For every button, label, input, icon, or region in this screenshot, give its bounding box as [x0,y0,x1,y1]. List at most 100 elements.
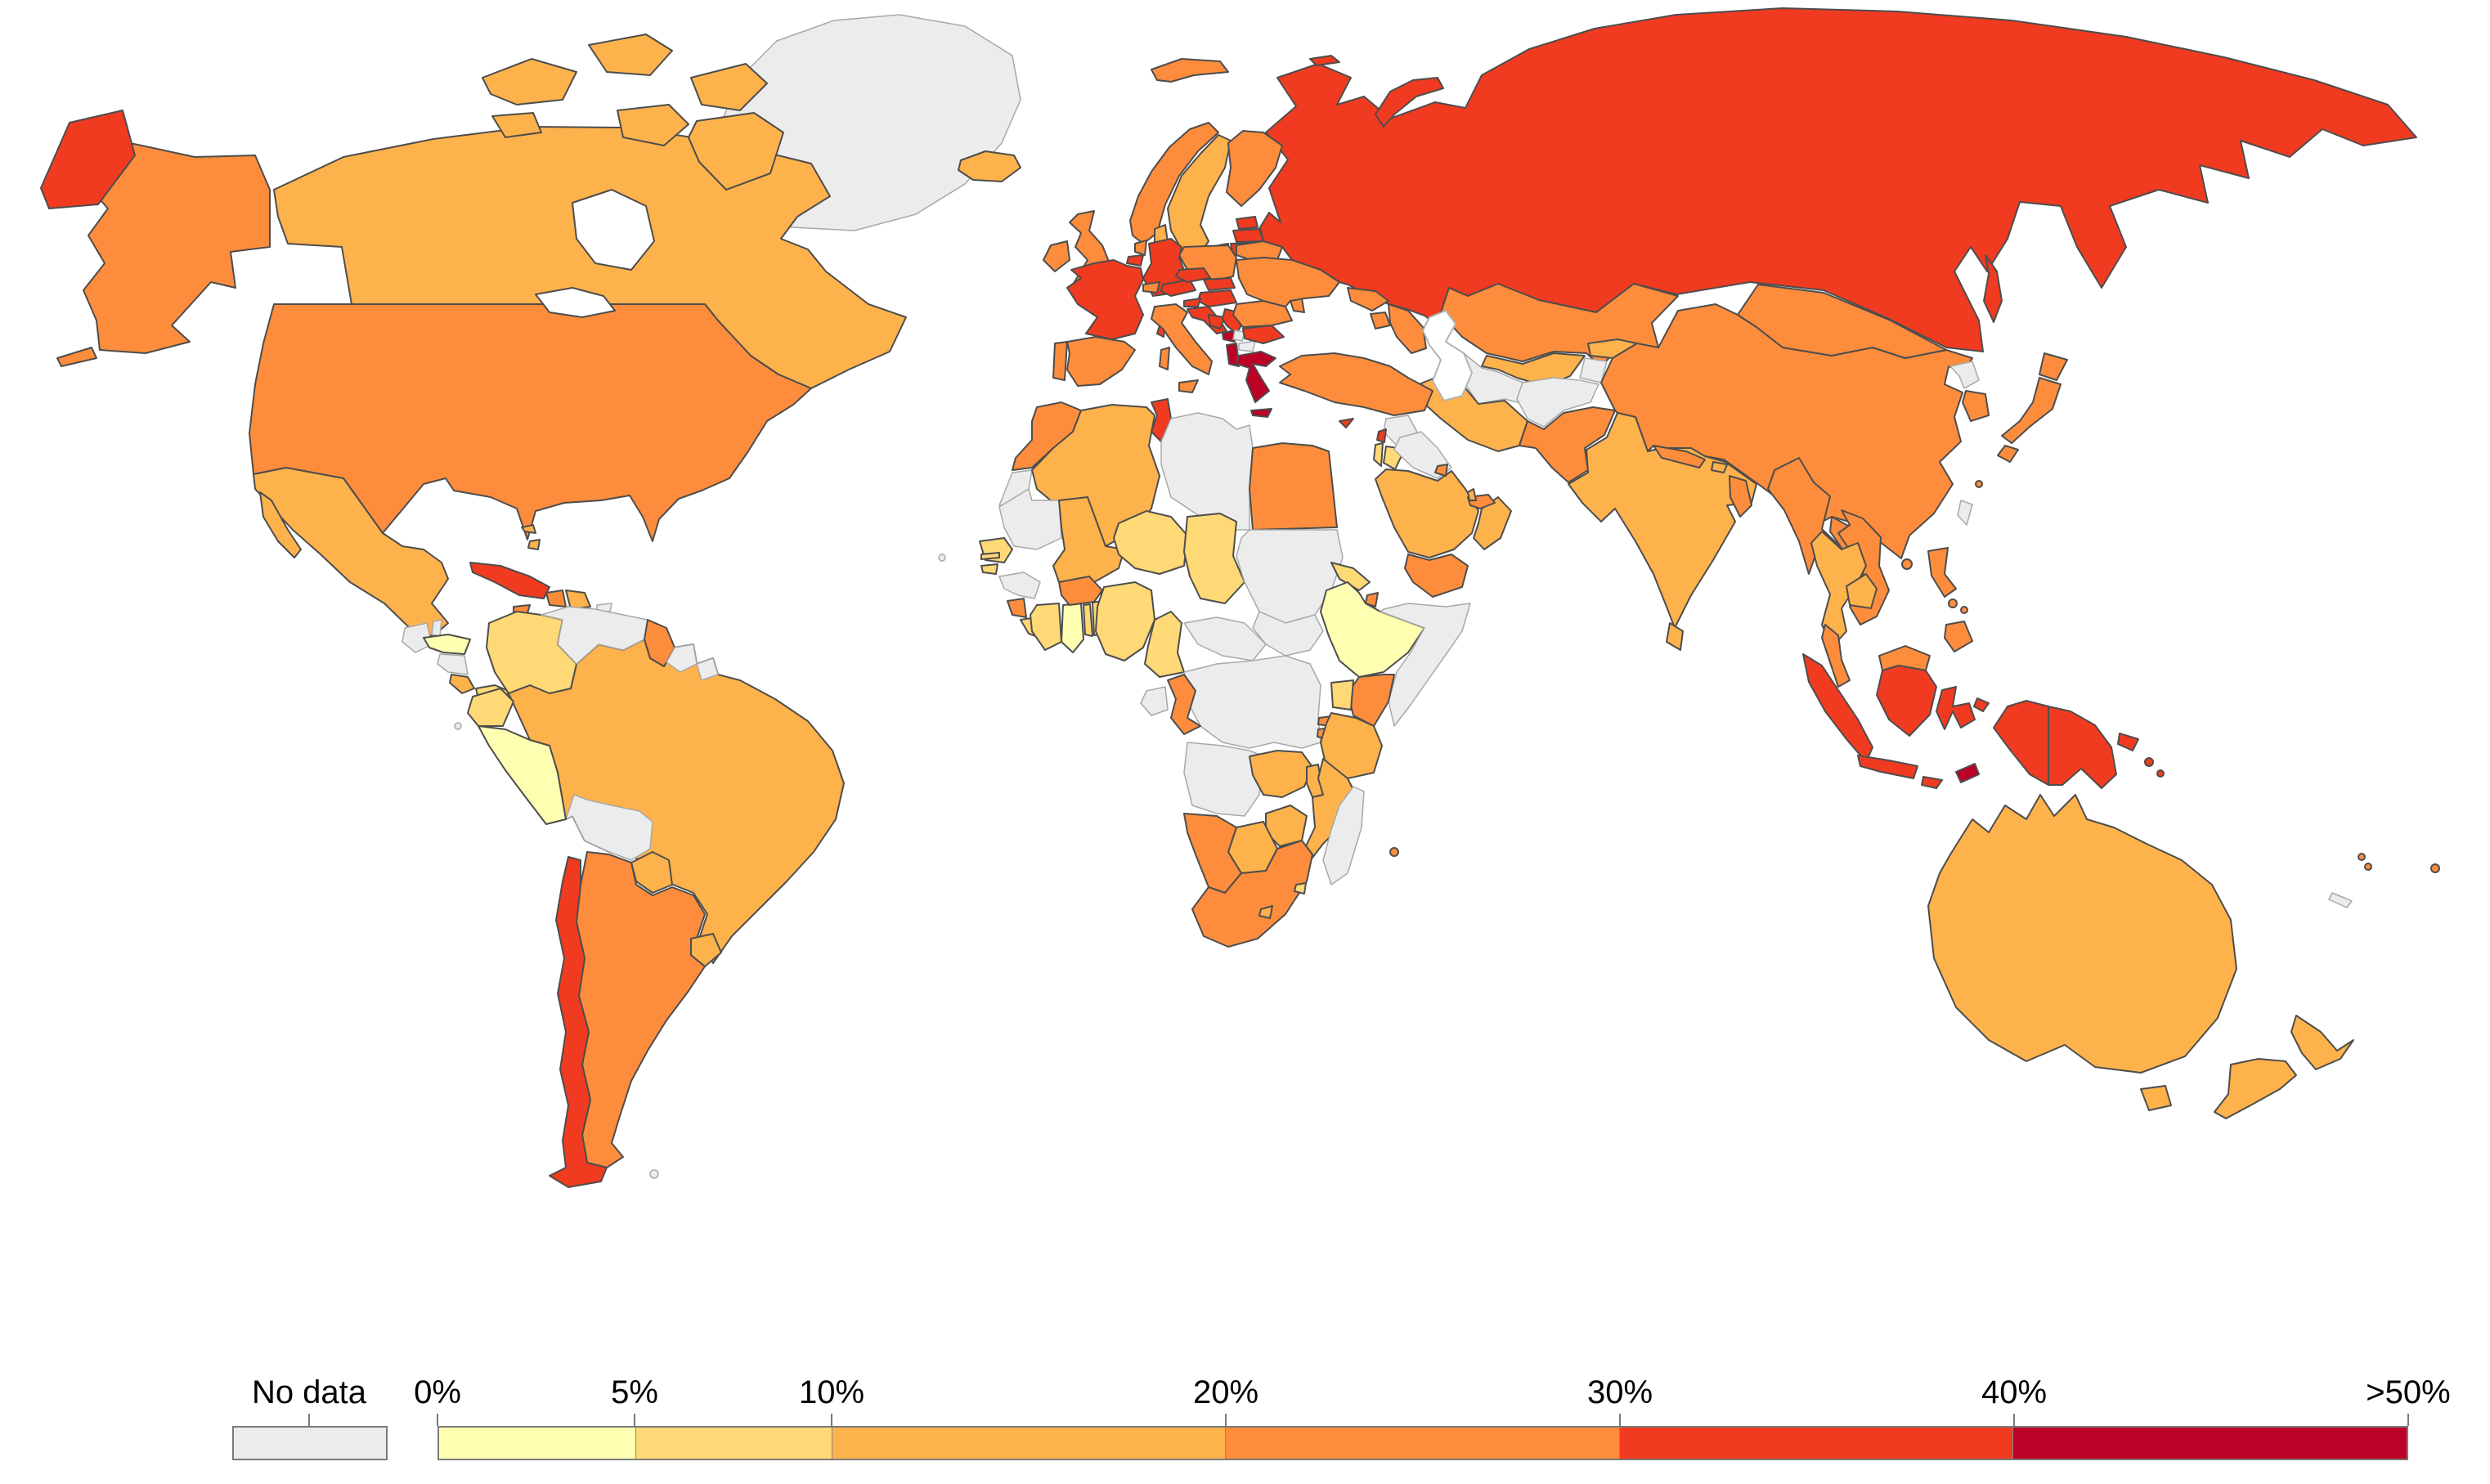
country-greece[interactable] [1236,351,1276,403]
country-pakistan[interactable] [1519,406,1616,483]
country-indonesia-sulawesi[interactable] [1936,686,1976,730]
country-switzerland[interactable] [1142,281,1160,294]
country-french-guiana[interactable] [696,657,719,681]
country-japan-hokkaido[interactable] [2039,352,2068,381]
country-mauritania[interactable] [998,488,1062,550]
country-philippines-luzon[interactable] [1927,547,1957,598]
country-italy-sardinia[interactable] [1159,347,1170,370]
country-mexico[interactable] [253,467,449,637]
country-burkina-faso[interactable] [1058,576,1103,606]
country-venezuela[interactable] [541,606,648,665]
country-new-zealand-north[interactable] [2290,1015,2354,1070]
country-philippines-visayas[interactable] [1948,599,1958,608]
country-australia-tasmania[interactable] [2140,1085,2172,1111]
country-belgium[interactable] [1126,254,1144,267]
country-mexico-baja[interactable] [259,491,302,558]
country-peru[interactable] [478,725,567,825]
country-kuwait[interactable] [1434,464,1448,477]
country-bahamas[interactable] [521,524,536,534]
country-guinea-bissau[interactable] [980,563,998,575]
country-indonesia-kalimantan[interactable] [1876,665,1937,737]
country-canada-island[interactable] [482,58,577,105]
country-belize[interactable] [431,619,442,637]
country-hungary[interactable] [1197,289,1237,307]
country-uruguay[interactable] [690,933,722,967]
country-russia-novaya-zemlya[interactable] [1375,77,1444,128]
country-north-korea[interactable] [1949,361,1980,389]
country-oman[interactable] [1473,496,1512,550]
country-nigeria[interactable] [1095,581,1155,661]
country-tanzania[interactable] [1320,712,1383,779]
country-taiwan[interactable] [1957,500,1973,526]
legend-bin-5%-10%[interactable] [635,1428,833,1459]
country-kosovo[interactable] [1232,330,1245,342]
country-cape-verde[interactable] [938,554,946,562]
legend-bin-20%-30%[interactable] [1226,1428,1620,1459]
country-morocco[interactable] [1012,401,1082,471]
country-south-korea[interactable] [1962,390,1990,422]
country-gabon[interactable] [1140,686,1169,716]
country-guyana[interactable] [644,619,675,667]
country-central-african-republic[interactable] [1183,616,1267,661]
country-russia-chukotka[interactable] [40,110,136,209]
country-papua-new-guinea[interactable] [2048,706,2117,789]
country-chad[interactable] [1183,513,1245,604]
country-madagascar[interactable] [1322,786,1365,885]
country-norway-svalbard[interactable] [1151,58,1229,83]
country-guinea[interactable] [998,572,1041,599]
legend-bin-10%-20%[interactable] [832,1428,1227,1459]
country-indonesia-sumatra[interactable] [1802,653,1873,763]
country-congo[interactable] [1167,674,1201,735]
country-portugal[interactable] [1052,341,1068,381]
country-zambia[interactable] [1249,750,1313,798]
country-new-caledonia[interactable] [2328,892,2353,908]
country-angola[interactable] [1183,742,1264,817]
country-cyprus[interactable] [1339,418,1354,428]
country-togo[interactable] [1083,603,1093,637]
country-nicaragua[interactable] [437,653,469,675]
country-eritrea[interactable] [1330,562,1371,591]
country-mauritius[interactable] [1389,847,1399,857]
country-bulgaria[interactable] [1242,325,1285,344]
country-czechia[interactable] [1175,267,1211,283]
country-north-macedonia[interactable] [1238,340,1256,352]
country-philippines-mindanao[interactable] [1944,621,1973,652]
country-canada-island[interactable] [588,34,673,76]
country-lebanon[interactable] [1376,428,1387,443]
country-slovenia[interactable] [1183,298,1201,307]
country-ethiopia[interactable] [1320,581,1425,678]
country-canada-island[interactable] [491,112,542,138]
country-vanuatu[interactable] [2364,863,2372,871]
country-honduras[interactable] [423,634,471,655]
country-georgia[interactable] [1347,287,1389,312]
country-israel[interactable] [1373,442,1384,467]
country-saudi-arabia[interactable] [1375,469,1479,558]
country-indonesia-java[interactable] [1857,755,1918,779]
country-ivory-coast[interactable] [1030,603,1062,651]
country-usa-aleutians[interactable] [56,347,97,367]
country-philippines-visayas[interactable] [1960,606,1968,614]
country-galapagos[interactable] [454,722,462,730]
country-south-sudan[interactable] [1252,611,1324,657]
country-dominican-republic[interactable] [565,590,591,610]
country-canada-island[interactable] [690,63,768,111]
legend-color-bar[interactable] [437,1426,2408,1460]
country-china-hainan[interactable] [1901,558,1913,570]
country-russia-sakhalin[interactable] [1983,254,2003,323]
country-solomon-islands[interactable] [2144,757,2154,767]
country-argentina[interactable] [576,851,706,1168]
country-latvia[interactable] [1232,228,1264,243]
country-montenegro[interactable] [1222,330,1236,343]
country-japan-honshu[interactable] [2001,377,2062,444]
country-qatar[interactable] [1467,488,1477,501]
country-malaysia-peninsula[interactable] [1821,624,1851,688]
country-lesotho[interactable] [1258,905,1273,919]
country-ireland[interactable] [1043,240,1070,272]
country-france[interactable] [1066,259,1144,340]
country-ecuador[interactable] [467,688,514,727]
country-png-new-britain[interactable] [2117,733,2139,751]
country-haiti[interactable] [545,590,567,607]
country-bolivia[interactable] [565,794,653,861]
country-costa-rica[interactable] [449,674,475,694]
country-ukraine[interactable] [1236,257,1340,307]
